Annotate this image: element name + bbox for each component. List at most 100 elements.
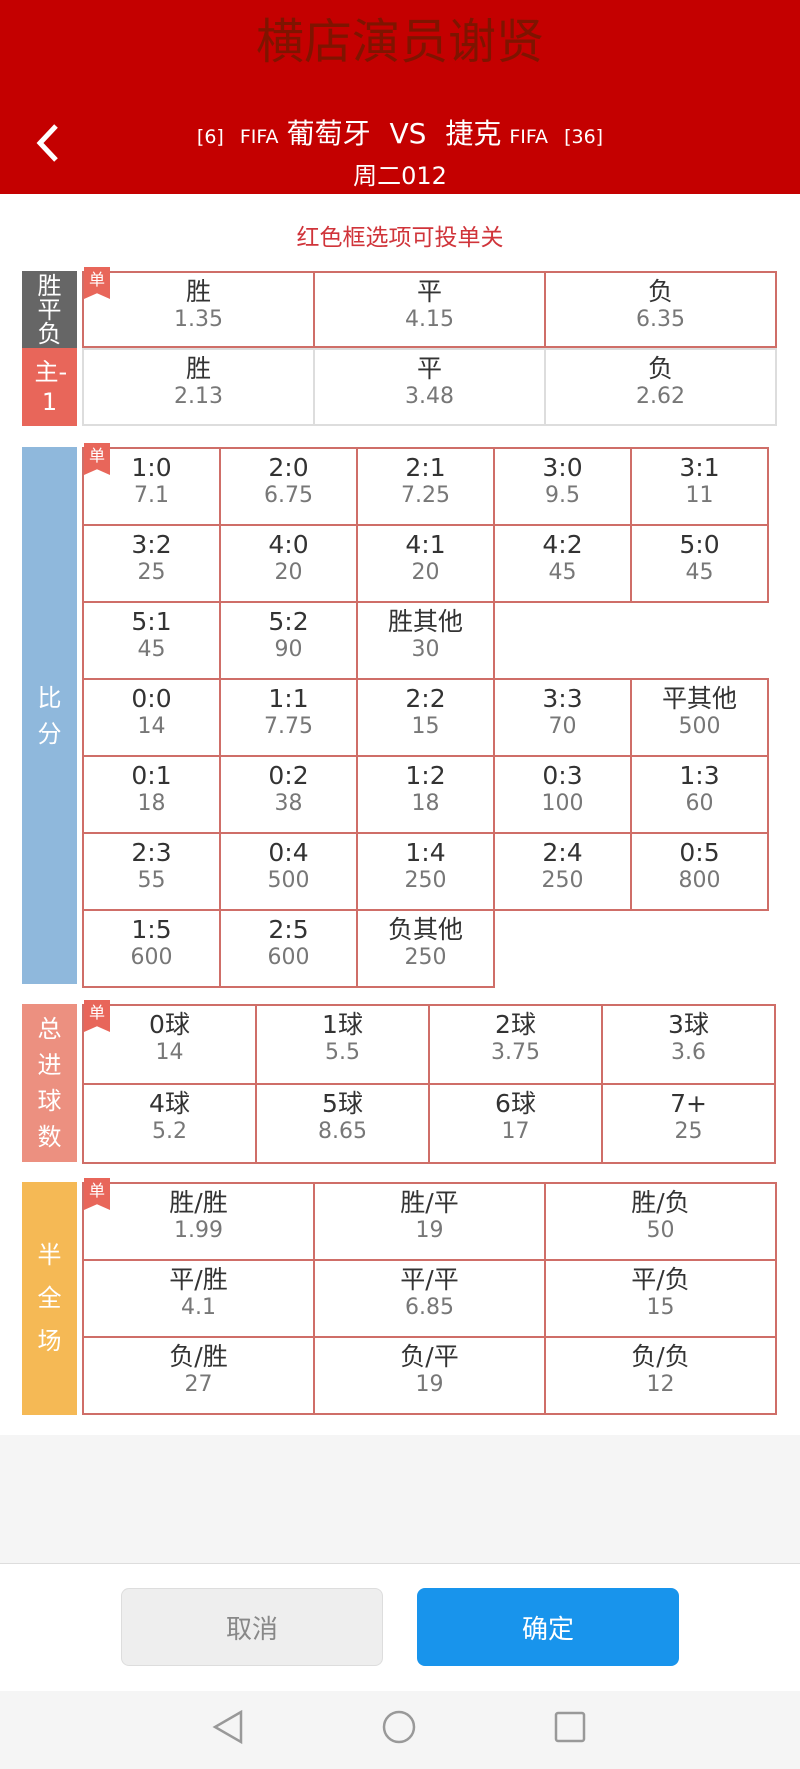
nav-recent-icon[interactable] — [552, 1709, 588, 1745]
odds-cell[interactable]: 0:1 18 — [82, 755, 221, 834]
odds-cell[interactable]: 0:3 100 — [493, 755, 632, 834]
odds-cell[interactable]: 2:2 15 — [356, 678, 495, 757]
option-odds: 45 — [137, 637, 166, 662]
odds-cell[interactable]: 负 6.35 — [544, 271, 777, 348]
odds-cell[interactable]: 5球 8.65 — [255, 1083, 430, 1164]
option-odds: 3.6 — [671, 1040, 706, 1065]
odds-cell[interactable]: 1球 5.5 — [255, 1004, 430, 1085]
odds-cell[interactable]: 胜/胜 1.99 — [82, 1182, 315, 1261]
option-odds: 20 — [274, 560, 303, 585]
back-arrow-icon[interactable] — [30, 118, 70, 168]
odds-cell[interactable]: 4球 5.2 — [82, 1083, 257, 1164]
odds-cell[interactable]: 3:1 11 — [630, 447, 769, 526]
away-team: 捷克 — [445, 117, 502, 150]
nav-back-icon[interactable] — [209, 1709, 249, 1745]
option-name: 5:1 — [131, 607, 172, 636]
odds-cell[interactable]: 1:4 250 — [356, 832, 495, 911]
home-rank: [6] — [196, 126, 224, 148]
odds-cell[interactable]: 4:1 20 — [356, 524, 495, 603]
option-odds: 30 — [411, 637, 440, 662]
odds-cell[interactable]: 0:0 14 — [82, 678, 221, 757]
odds-cell[interactable]: 1:3 60 — [630, 755, 769, 834]
odds-cell[interactable]: 胜/平 19 — [313, 1182, 546, 1261]
option-name: 5:2 — [268, 607, 309, 636]
odds-cell[interactable]: 胜 1.35 — [82, 271, 315, 348]
option-odds: 6.85 — [405, 1295, 454, 1320]
option-odds: 55 — [137, 868, 166, 893]
odds-cell[interactable]: 负其他 250 — [356, 909, 495, 988]
option-odds: 90 — [274, 637, 303, 662]
odds-cell[interactable]: 2:5 600 — [219, 909, 358, 988]
odds-cell[interactable]: 3球 3.6 — [601, 1004, 776, 1085]
odds-cell[interactable]: 2:4 250 — [493, 832, 632, 911]
option-odds: 50 — [646, 1218, 675, 1243]
option-odds: 100 — [541, 791, 584, 816]
option-name: 3:3 — [542, 684, 583, 713]
option-odds: 1.35 — [174, 307, 223, 332]
option-odds: 27 — [184, 1372, 213, 1397]
odds-cell[interactable]: 平其他 500 — [630, 678, 769, 757]
odds-cell[interactable]: 平/负 15 — [544, 1259, 777, 1338]
option-name: 1球 — [322, 1010, 363, 1039]
option-name: 2:0 — [268, 453, 309, 482]
section-label: 半全场 — [37, 1240, 62, 1356]
odds-cell[interactable]: 负/平 19 — [313, 1336, 546, 1415]
option-name: 3:0 — [542, 453, 583, 482]
odds-cell[interactable]: 2:0 6.75 — [219, 447, 358, 526]
cancel-button[interactable]: 取消 — [121, 1588, 383, 1666]
odds-cell[interactable]: 平/胜 4.1 — [82, 1259, 315, 1338]
odds-cell[interactable]: 3:0 9.5 — [493, 447, 632, 526]
nav-home-icon[interactable] — [381, 1709, 417, 1745]
odds-cell[interactable]: 2:1 7.25 — [356, 447, 495, 526]
odds-cell[interactable]: 0:2 38 — [219, 755, 358, 834]
option-name: 0球 — [149, 1010, 190, 1039]
odds-cell[interactable]: 平/平 6.85 — [313, 1259, 546, 1338]
option-name: 0:5 — [679, 838, 720, 867]
option-name: 负/平 — [400, 1342, 459, 1371]
odds-cell[interactable]: 7+ 25 — [601, 1083, 776, 1164]
odds-cell[interactable]: 4:2 45 — [493, 524, 632, 603]
odds-cell[interactable]: 1:2 18 — [356, 755, 495, 834]
odds-cell[interactable]: 4:0 20 — [219, 524, 358, 603]
odds-cell[interactable]: 0:5 800 — [630, 832, 769, 911]
odds-cell[interactable]: 5:0 45 — [630, 524, 769, 603]
option-name: 2球 — [495, 1010, 536, 1039]
option-name: 平/胜 — [169, 1265, 228, 1294]
odds-cell[interactable]: 2球 3.75 — [428, 1004, 603, 1085]
home-org: FIFA — [239, 126, 279, 148]
odds-cell[interactable]: 5:2 90 — [219, 601, 358, 680]
odds-cell[interactable]: 3:3 70 — [493, 678, 632, 757]
option-odds: 600 — [130, 945, 173, 970]
option-odds: 3.48 — [405, 384, 454, 409]
vs-label: VS — [389, 117, 427, 150]
option-odds: 5.2 — [152, 1119, 187, 1144]
watermark: 横店演员谢贤 — [255, 14, 544, 70]
odds-cell[interactable]: 5:1 45 — [82, 601, 221, 680]
odds-cell[interactable]: 胜 2.13 — [82, 348, 315, 426]
odds-cell[interactable]: 1:5 600 — [82, 909, 221, 988]
option-odds: 250 — [404, 945, 447, 970]
section-label-box: 半全场 — [22, 1182, 77, 1415]
odds-cell[interactable]: 2:3 55 — [82, 832, 221, 911]
odds-cell[interactable]: 负/负 12 — [544, 1336, 777, 1415]
odds-cell[interactable]: 0:4 500 — [219, 832, 358, 911]
odds-cell[interactable]: 负/胜 27 — [82, 1336, 315, 1415]
odds-cell[interactable]: 胜/负 50 — [544, 1182, 777, 1261]
odds-cell[interactable]: 平 4.15 — [313, 271, 546, 348]
confirm-button[interactable]: 确定 — [417, 1588, 679, 1666]
option-name: 3:1 — [679, 453, 720, 482]
match-title: [6] FIFA 葡萄牙 VS 捷克 FIFA [36] — [0, 112, 800, 152]
odds-cell[interactable]: 胜其他 30 — [356, 601, 495, 680]
section-label-box: 主-1 — [22, 348, 77, 426]
odds-cell[interactable]: 6球 17 — [428, 1083, 603, 1164]
away-rank: [36] — [564, 126, 604, 148]
odds-cell[interactable]: 1:1 7.75 — [219, 678, 358, 757]
option-odds: 600 — [267, 945, 310, 970]
section-label-box: 总进球数 — [22, 1004, 77, 1162]
odds-cell[interactable]: 负 2.62 — [544, 348, 777, 426]
option-name: 0:2 — [268, 761, 309, 790]
odds-cell[interactable]: 3:2 25 — [82, 524, 221, 603]
option-name: 胜 — [185, 277, 211, 306]
odds-cell[interactable]: 平 3.48 — [313, 348, 546, 426]
header: 横店演员谢贤 [6] FIFA 葡萄牙 VS 捷克 FIFA [36] 周二012 — [0, 0, 800, 194]
